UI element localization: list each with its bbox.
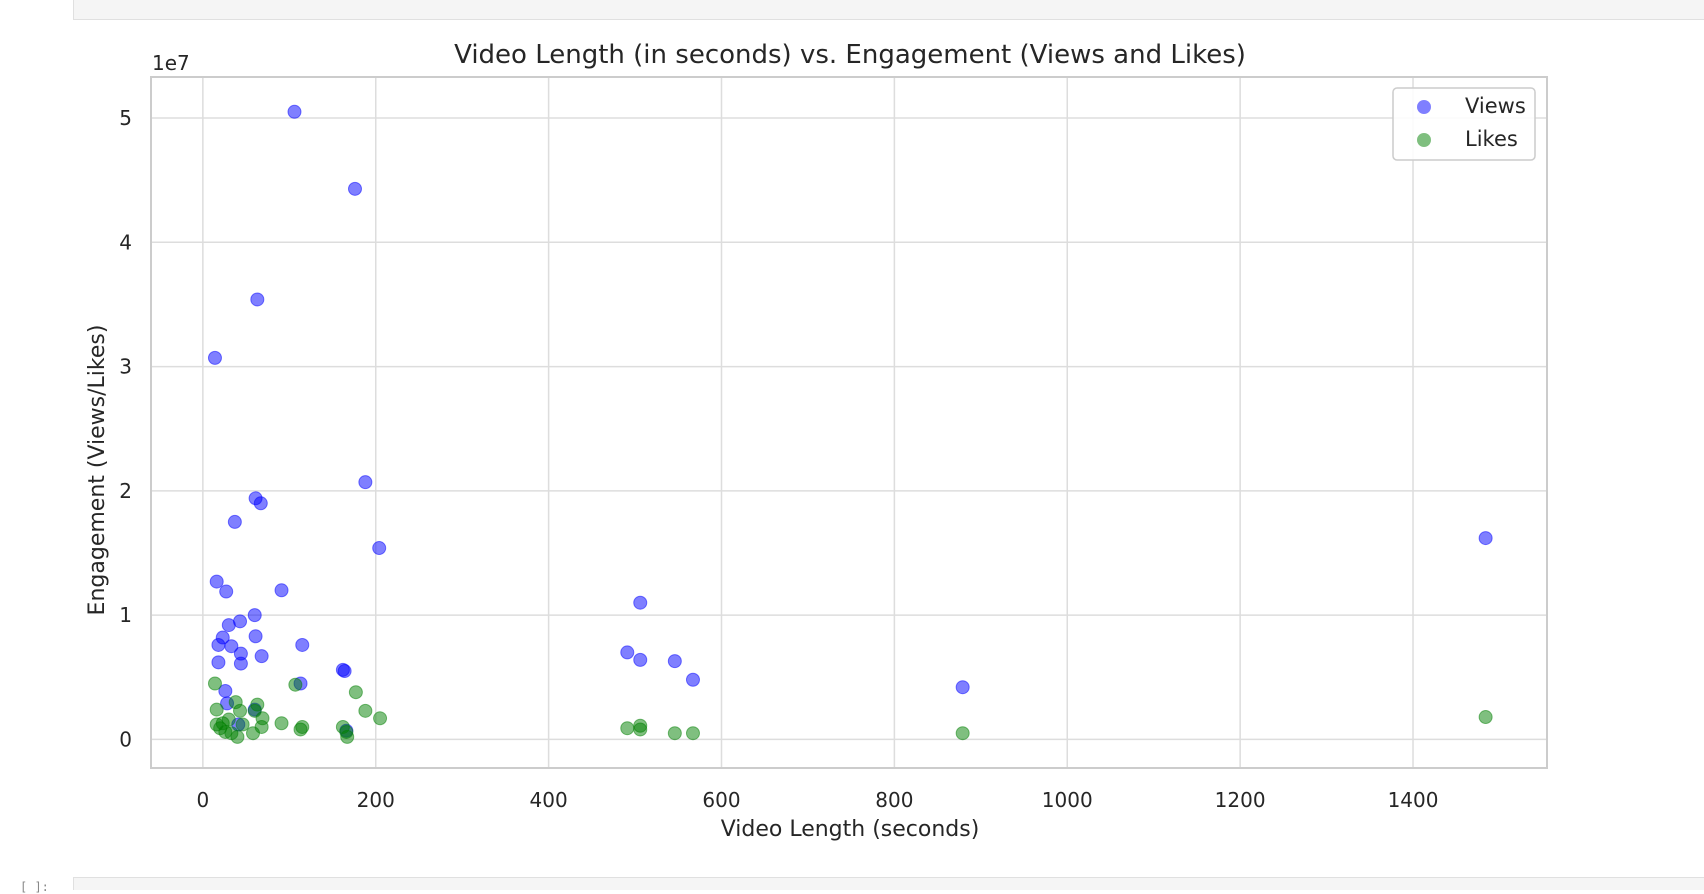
- chart-title: Video Length (in seconds) vs. Engagement…: [454, 40, 1246, 70]
- data-point-likes: [373, 711, 388, 726]
- data-point-views: [685, 672, 700, 687]
- data-point-views: [1478, 531, 1493, 546]
- data-point-likes: [620, 721, 635, 736]
- data-point-views: [667, 654, 682, 669]
- data-point-likes: [667, 726, 682, 741]
- data-point-likes: [955, 726, 970, 741]
- data-point-views: [227, 514, 242, 529]
- data-point-views: [633, 652, 648, 667]
- y-axis-ticks: 0 1 2 3 4 5: [119, 106, 132, 751]
- data-point-likes: [233, 703, 248, 718]
- data-point-likes: [358, 703, 373, 718]
- data-point-views: [211, 655, 226, 670]
- data-point-views: [248, 629, 263, 644]
- data-point-views: [620, 645, 635, 660]
- grid-lines: [151, 77, 1547, 768]
- data-point-likes: [1478, 710, 1493, 725]
- cell-prompt: [ ]:: [20, 880, 49, 894]
- data-point-views: [274, 583, 289, 598]
- data-point-likes: [235, 717, 250, 732]
- data-point-views: [347, 181, 362, 196]
- data-point-likes: [633, 722, 648, 737]
- y-tick-label: 1: [119, 603, 132, 627]
- y-tick-label: 2: [119, 479, 132, 503]
- data-point-views: [372, 541, 387, 556]
- y-axis-offset-label: 1e7: [152, 51, 190, 75]
- data-point-views: [219, 584, 234, 599]
- x-tick-label: 1000: [1042, 788, 1093, 812]
- y-axis-label: Engagement (Views/Likes): [85, 325, 110, 616]
- data-point-likes: [340, 729, 355, 744]
- series-views: [207, 104, 1493, 738]
- legend-views-label: Views: [1465, 94, 1526, 118]
- y-tick-label: 5: [119, 106, 132, 130]
- data-point-views: [295, 637, 310, 652]
- data-point-views: [247, 608, 262, 623]
- data-point-likes: [348, 685, 363, 700]
- plot-area-frame: [150, 76, 1548, 769]
- x-tick-label: 200: [357, 788, 395, 812]
- legend: Views Likes: [1392, 87, 1536, 161]
- data-point-views: [224, 639, 239, 654]
- data-point-views: [250, 292, 265, 307]
- data-point-likes: [685, 726, 700, 741]
- x-tick-label: 1400: [1388, 788, 1439, 812]
- data-point-views: [287, 104, 302, 119]
- data-point-likes: [293, 722, 308, 737]
- x-tick-label: 800: [875, 788, 913, 812]
- data-point-views: [253, 496, 268, 511]
- data-point-views: [358, 475, 373, 490]
- data-point-views: [211, 637, 226, 652]
- data-point-likes: [288, 677, 303, 692]
- data-point-views: [209, 574, 224, 589]
- data-point-views: [207, 350, 222, 365]
- y-tick-label: 0: [119, 727, 132, 751]
- notebook-cell-above[interactable]: [73, 0, 1704, 20]
- x-tick-label: 0: [196, 788, 209, 812]
- x-axis-ticks: 0 200 400 600 800 1000 1200 1400: [196, 788, 1438, 812]
- notebook-cell-below[interactable]: [73, 877, 1704, 890]
- data-point-views: [337, 664, 352, 679]
- data-point-likes: [245, 726, 260, 741]
- data-point-likes: [207, 676, 222, 691]
- legend-views-marker: [1417, 100, 1431, 114]
- data-points: [207, 104, 1493, 744]
- legend-likes-label: Likes: [1465, 127, 1518, 151]
- x-tick-label: 1200: [1215, 788, 1266, 812]
- data-point-likes: [230, 729, 245, 744]
- legend-likes-marker: [1417, 133, 1431, 147]
- x-axis-label: Video Length (seconds): [721, 817, 980, 842]
- data-point-views: [233, 656, 248, 671]
- x-tick-label: 600: [702, 788, 740, 812]
- x-tick-label: 400: [530, 788, 568, 812]
- data-point-views: [221, 618, 236, 633]
- y-tick-label: 3: [119, 355, 132, 379]
- series-likes: [207, 676, 1493, 744]
- data-point-likes: [209, 702, 224, 717]
- y-tick-label: 4: [119, 230, 132, 254]
- data-point-views: [955, 680, 970, 695]
- data-point-views: [633, 595, 648, 610]
- data-point-views: [254, 649, 269, 664]
- data-point-likes: [274, 716, 289, 731]
